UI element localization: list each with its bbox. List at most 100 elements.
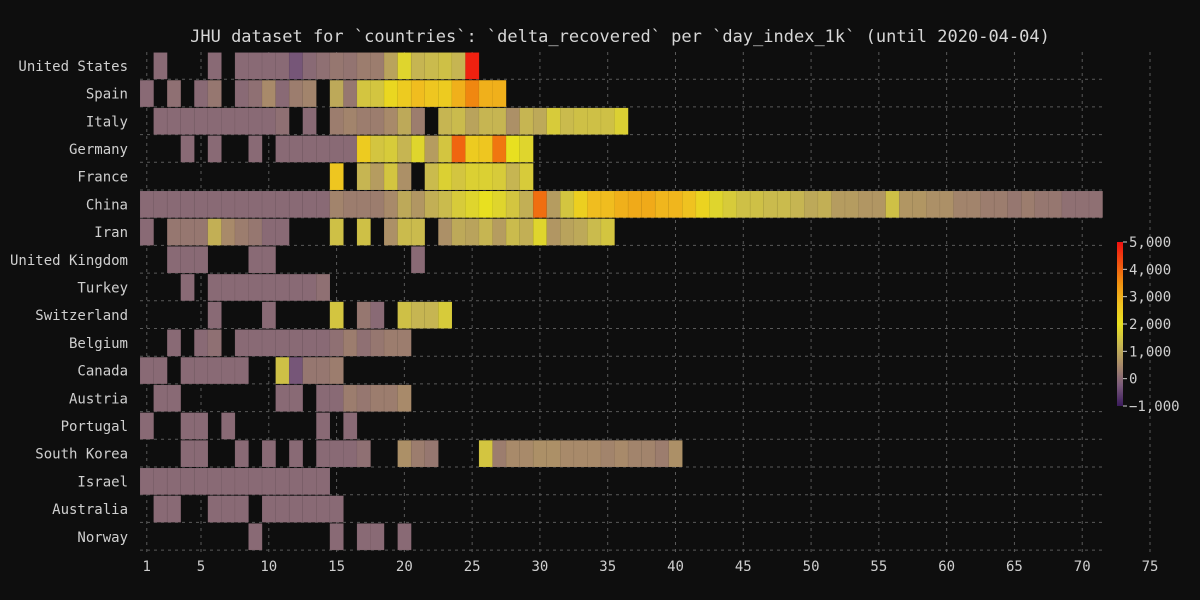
heatmap-cell xyxy=(139,356,155,385)
heatmap-cell xyxy=(153,190,168,218)
heatmap-cell xyxy=(261,329,277,357)
x-tick-label: 50 xyxy=(803,559,820,575)
heatmap-cell xyxy=(424,52,439,80)
heatmap-cell xyxy=(505,440,521,468)
heatmap-cell xyxy=(234,190,249,218)
heatmap-cell xyxy=(587,440,602,468)
heatmap-cell xyxy=(207,301,222,329)
heatmap-cell xyxy=(275,356,290,385)
heatmap-cell xyxy=(478,190,493,218)
heatmap-cell xyxy=(234,440,249,468)
heatmap-cell xyxy=(139,218,155,246)
heatmap-cell xyxy=(492,79,507,108)
heatmap-cell xyxy=(329,440,344,468)
heatmap-cell xyxy=(898,190,914,218)
colorbar-tick-label: 1,000 xyxy=(1129,344,1171,360)
heatmap-cell xyxy=(207,52,222,80)
y-tick-label: China xyxy=(86,197,128,213)
heatmap-cell xyxy=(478,107,493,135)
heatmap-cell xyxy=(153,107,168,135)
heatmap-cell xyxy=(275,273,290,302)
heatmap-cell xyxy=(370,301,385,329)
heatmap-cell xyxy=(410,79,426,108)
heatmap-cell xyxy=(275,495,290,523)
heatmap-cell xyxy=(193,190,209,218)
heatmap-cell xyxy=(193,79,209,108)
heatmap-cell xyxy=(329,523,344,551)
heatmap-cell xyxy=(261,440,277,468)
heatmap-cell xyxy=(505,190,521,218)
heatmap-cell xyxy=(370,190,385,218)
heatmap-cell xyxy=(234,495,249,523)
heatmap-cell xyxy=(424,79,439,108)
heatmap-cell xyxy=(180,246,195,274)
heatmap-cell xyxy=(166,218,182,246)
heatmap-cell xyxy=(993,190,1009,218)
heatmap-cell xyxy=(790,190,805,218)
heatmap-cell xyxy=(315,412,331,440)
heatmap-cell xyxy=(261,218,277,246)
heatmap-cell xyxy=(329,384,344,412)
heatmap-cell xyxy=(546,218,561,246)
heatmap-cell xyxy=(329,495,344,523)
heatmap-cell xyxy=(600,190,615,218)
heatmap-cell xyxy=(465,163,480,191)
heatmap-cell xyxy=(546,440,561,468)
heatmap-cell xyxy=(221,356,236,385)
heatmap-cell xyxy=(885,190,900,218)
heatmap-cell xyxy=(153,52,168,80)
heatmap-cell xyxy=(275,135,290,163)
x-axis-labels: 1 5 10 15 20 25 30 35 40 45 50 55 60 65 70 75 xyxy=(143,559,1159,575)
y-tick-label: Belgium xyxy=(69,336,128,352)
heatmap-cell xyxy=(343,384,358,412)
heatmap-cell xyxy=(302,52,317,80)
heatmap-cell xyxy=(560,440,575,468)
heatmap-cell xyxy=(329,135,344,163)
heatmap-cell xyxy=(451,107,466,135)
heatmap-cell xyxy=(451,163,466,191)
heatmap-cell xyxy=(397,135,412,163)
heatmap-cell xyxy=(966,190,981,218)
heatmap-cell xyxy=(275,79,290,108)
heatmap-cell xyxy=(397,384,412,412)
heatmap-cell xyxy=(207,356,222,385)
colorbar: 5,000 4,000 3,000 2,000 1,000 0 −1,000 xyxy=(1117,235,1180,415)
heatmap-cell xyxy=(315,190,331,218)
heatmap-cell xyxy=(668,190,683,218)
heatmap-cell xyxy=(329,301,344,329)
heatmap-cell xyxy=(356,190,371,218)
heatmap-cell xyxy=(302,356,317,385)
heatmap-cell xyxy=(315,273,331,302)
heatmap-cell xyxy=(573,190,588,218)
heatmap-cell xyxy=(221,190,236,218)
x-tick-label: 25 xyxy=(464,559,481,575)
heatmap-cell xyxy=(451,52,466,80)
heatmap-cell xyxy=(397,52,412,80)
heatmap-cell xyxy=(234,79,249,108)
heatmap-cell xyxy=(370,135,385,163)
heatmap-cell xyxy=(478,163,493,191)
heatmap-cell xyxy=(492,135,507,163)
heatmap-cell xyxy=(343,107,358,135)
heatmap-cell xyxy=(926,190,941,218)
heatmap-cell xyxy=(858,190,873,218)
heatmap-cell xyxy=(139,467,155,495)
heatmap-cell xyxy=(288,467,304,495)
heatmap-cell xyxy=(302,79,317,108)
heatmap-cell xyxy=(410,246,426,274)
heatmap-cell xyxy=(248,329,263,357)
heatmap-cell xyxy=(410,218,426,246)
heatmap-cell xyxy=(776,190,792,218)
heatmap-cell xyxy=(410,52,426,80)
heatmap-cell xyxy=(1075,190,1090,218)
heatmap-cell xyxy=(614,190,629,218)
heatmap-cell xyxy=(492,218,507,246)
heatmap-cell xyxy=(166,467,182,495)
heatmap-cell xyxy=(356,79,371,108)
heatmap-cell xyxy=(383,190,399,218)
heatmap-cell xyxy=(505,107,521,135)
heatmap-cell xyxy=(248,523,263,551)
heatmap-cell xyxy=(180,273,195,302)
heatmap-cell xyxy=(478,218,493,246)
heatmap-cell xyxy=(207,467,222,495)
